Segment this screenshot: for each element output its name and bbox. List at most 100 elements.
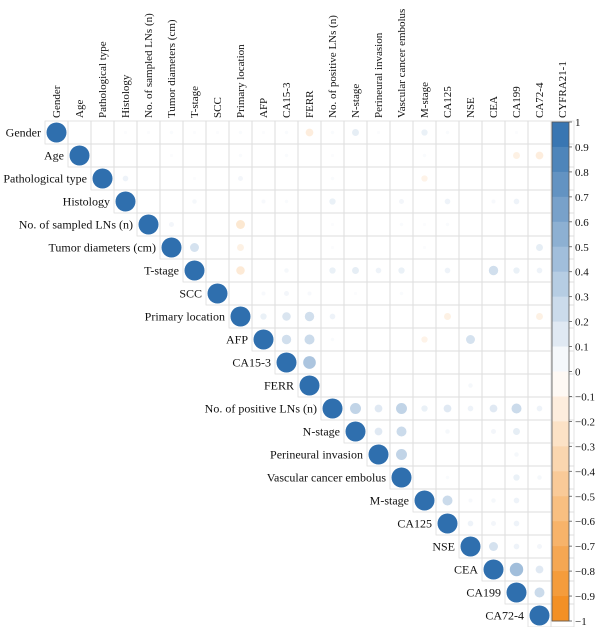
- correlation-circle: [396, 449, 407, 460]
- colorbar-segment: [552, 396, 569, 422]
- colorbar-tick-label: −0.8: [575, 566, 595, 578]
- colorbar-tick-label: −0.9: [575, 591, 595, 603]
- diagonal-circle: [230, 306, 251, 327]
- column-label: FERR: [304, 90, 316, 118]
- grid-cell: [274, 235, 299, 260]
- grid-cell: [504, 350, 529, 375]
- grid-cell: [458, 143, 483, 168]
- grid-cell: [90, 120, 115, 145]
- diagonal-circle: [92, 168, 113, 189]
- correlation-circle: [122, 175, 129, 182]
- correlation-circle: [513, 543, 520, 550]
- row-label: AFP: [226, 333, 248, 347]
- correlation-circle: [238, 153, 243, 158]
- diagonal-circle: [276, 352, 297, 373]
- grid-cell: [205, 166, 230, 191]
- grid-cell: [205, 235, 230, 260]
- colorbar-segment: [552, 271, 569, 298]
- correlation-circle: [513, 520, 520, 527]
- grid-cell: [343, 143, 368, 168]
- correlation-circle: [190, 243, 199, 252]
- grid-cell: [412, 281, 437, 306]
- correlation-circle: [445, 222, 450, 227]
- correlation-circle: [352, 267, 359, 274]
- grid-cell: [159, 166, 184, 191]
- colorbar-tick-label: 0.9: [575, 142, 589, 154]
- grid-cell: [136, 189, 161, 214]
- correlation-circle: [282, 312, 291, 321]
- grid-cell: [366, 143, 391, 168]
- correlation-circle: [513, 152, 520, 159]
- grid-cell: [205, 212, 230, 237]
- correlation-circle: [330, 245, 335, 250]
- correlation-circle: [489, 542, 498, 551]
- grid-cell: [458, 166, 483, 191]
- row-label: No. of positive LNs (n): [205, 402, 317, 416]
- row-label: N-stage: [303, 425, 340, 439]
- grid-cell: [481, 465, 506, 490]
- diagonal-circle: [414, 490, 435, 511]
- diagonal-circle: [161, 237, 182, 258]
- grid-cell: [527, 189, 552, 214]
- column-label: SCC: [212, 97, 224, 118]
- correlation-circle: [329, 267, 336, 274]
- correlation-circle: [238, 176, 243, 181]
- grid-cell: [320, 373, 345, 398]
- correlation-circle: [421, 129, 428, 136]
- correlation-circle: [305, 128, 314, 137]
- correlation-circle: [513, 198, 520, 205]
- correlation-circle: [422, 153, 427, 158]
- grid-cell: [527, 373, 552, 398]
- colorbar-segment: [552, 421, 569, 447]
- grid-cell: [343, 235, 368, 260]
- grid-cell: [205, 189, 230, 214]
- colorbar-tick-label: 0.4: [575, 267, 589, 279]
- correlation-circle: [468, 498, 473, 503]
- diagonal-circle: [460, 536, 481, 557]
- diagonal-circle: [115, 191, 136, 212]
- grid-cell: [458, 235, 483, 260]
- correlation-circle: [399, 291, 404, 296]
- correlation-circle: [513, 497, 520, 504]
- grid-cell: [527, 327, 552, 352]
- colorbar-tick-label: −0.7: [575, 541, 595, 553]
- grid-cell: [228, 189, 253, 214]
- grid-cell: [458, 120, 483, 145]
- diagonal-circle: [299, 375, 320, 396]
- column-label: Age: [74, 100, 86, 118]
- colorbar-segment: [552, 596, 569, 622]
- grid-cell: [366, 350, 391, 375]
- grid-cell: [251, 143, 276, 168]
- grid-cell: [251, 258, 276, 283]
- row-label: Pathological type: [3, 172, 87, 186]
- grid-cell: [435, 281, 460, 306]
- correlation-circle: [330, 176, 335, 181]
- correlation-circle: [281, 334, 292, 345]
- correlation-circle: [353, 291, 358, 296]
- row-label: NSE: [432, 540, 455, 554]
- correlation-circle: [192, 199, 197, 204]
- grid-cell: [527, 166, 552, 191]
- correlation-circle: [329, 198, 336, 205]
- grid-cell: [481, 373, 506, 398]
- grid-cell: [366, 281, 391, 306]
- colorbar-segment: [552, 446, 569, 472]
- colorbar-tick-label: 0.1: [575, 342, 589, 354]
- correlation-circle: [396, 403, 407, 414]
- grid-cell: [458, 442, 483, 467]
- correlation-circle: [514, 452, 519, 457]
- grid-cell: [366, 327, 391, 352]
- correlation-circle: [192, 176, 197, 181]
- grid-cell: [458, 465, 483, 490]
- correlation-circle: [260, 313, 267, 320]
- grid-cell: [136, 143, 161, 168]
- grid-cell: [297, 189, 322, 214]
- column-label: M-stage: [419, 82, 431, 118]
- grid-cell: [366, 304, 391, 329]
- grid-cell: [274, 212, 299, 237]
- grid-cell: [67, 120, 92, 145]
- grid-cell: [527, 511, 552, 536]
- correlation-circle: [491, 199, 496, 204]
- colorbar-tick-label: 0.2: [575, 317, 589, 329]
